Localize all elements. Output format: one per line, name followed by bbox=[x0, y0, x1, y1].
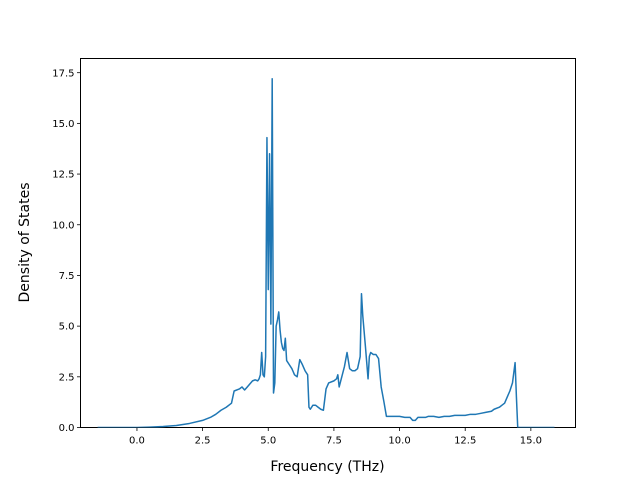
x-tick-label: 10.0 bbox=[388, 436, 410, 447]
y-tick-label: 10.0 bbox=[52, 220, 74, 231]
dos-series-line bbox=[97, 78, 555, 428]
y-axis-ticks: 0.0 2.5 5.0 7.5 10.0 12.5 15.0 17.5 bbox=[52, 68, 81, 434]
y-tick-label: 5.0 bbox=[59, 322, 75, 333]
x-tick-label: 7.5 bbox=[326, 436, 342, 447]
y-axis-label: Density of States bbox=[17, 183, 33, 303]
y-tick-label: 17.5 bbox=[52, 68, 74, 79]
x-axis-label: Frequency (THz) bbox=[270, 459, 384, 475]
y-tick-label: 0.0 bbox=[59, 423, 75, 434]
x-tick-label: 5.0 bbox=[260, 436, 276, 447]
x-tick-label: 15.0 bbox=[520, 436, 542, 447]
y-tick-label: 2.5 bbox=[59, 372, 75, 383]
plot-area-frame bbox=[80, 58, 576, 428]
y-tick-label: 12.5 bbox=[52, 170, 74, 181]
y-tick-label: 15.0 bbox=[52, 119, 74, 130]
x-tick-label: 12.5 bbox=[454, 436, 476, 447]
x-tick-label: 0.0 bbox=[129, 436, 145, 447]
y-tick-label: 7.5 bbox=[59, 271, 75, 282]
series-layer bbox=[97, 78, 555, 428]
x-axis-ticks: 0.0 2.5 5.0 7.5 10.0 12.5 15.0 bbox=[129, 427, 542, 447]
x-tick-label: 2.5 bbox=[195, 436, 211, 447]
